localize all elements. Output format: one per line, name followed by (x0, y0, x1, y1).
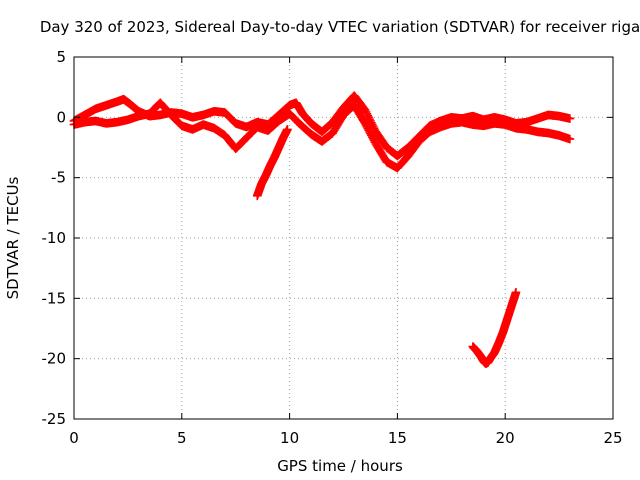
y-axis-label: SDTVAR / TECUs (4, 176, 22, 299)
y-tick-label: 0 (56, 108, 66, 126)
y-tick-labels: 5 0 -5 -10 -15 -20 -25 (42, 48, 67, 428)
series-arc-19h (468, 288, 521, 368)
y-tick-label: -10 (42, 229, 67, 247)
data-points (69, 91, 575, 368)
x-tick-label: 20 (496, 429, 515, 447)
data-point (511, 288, 521, 297)
x-tick-label: 15 (388, 429, 407, 447)
y-tick-label: 5 (56, 48, 66, 66)
y-tick-label: -20 (42, 350, 67, 368)
y-tick-label: -25 (42, 410, 67, 428)
y-tick-label: -5 (51, 169, 66, 187)
series-dip-8.5h (252, 125, 292, 201)
x-tick-label: 0 (69, 429, 79, 447)
data-point (565, 114, 575, 123)
y-tick-label: -15 (42, 289, 67, 307)
x-axis-label: GPS time / hours (277, 457, 403, 475)
axis-ticks (73, 56, 614, 420)
x-tick-label: 25 (603, 429, 622, 447)
x-tick-label: 5 (177, 429, 187, 447)
series-track-b (69, 98, 575, 173)
x-tick-label: 10 (280, 429, 299, 447)
data-point (283, 125, 292, 134)
chart-title: Day 320 of 2023, Sidereal Day-to-day VTE… (40, 18, 640, 36)
data-point (565, 134, 575, 144)
series-track-a (69, 91, 575, 161)
x-tick-labels: 0 5 10 15 20 25 (69, 429, 622, 447)
